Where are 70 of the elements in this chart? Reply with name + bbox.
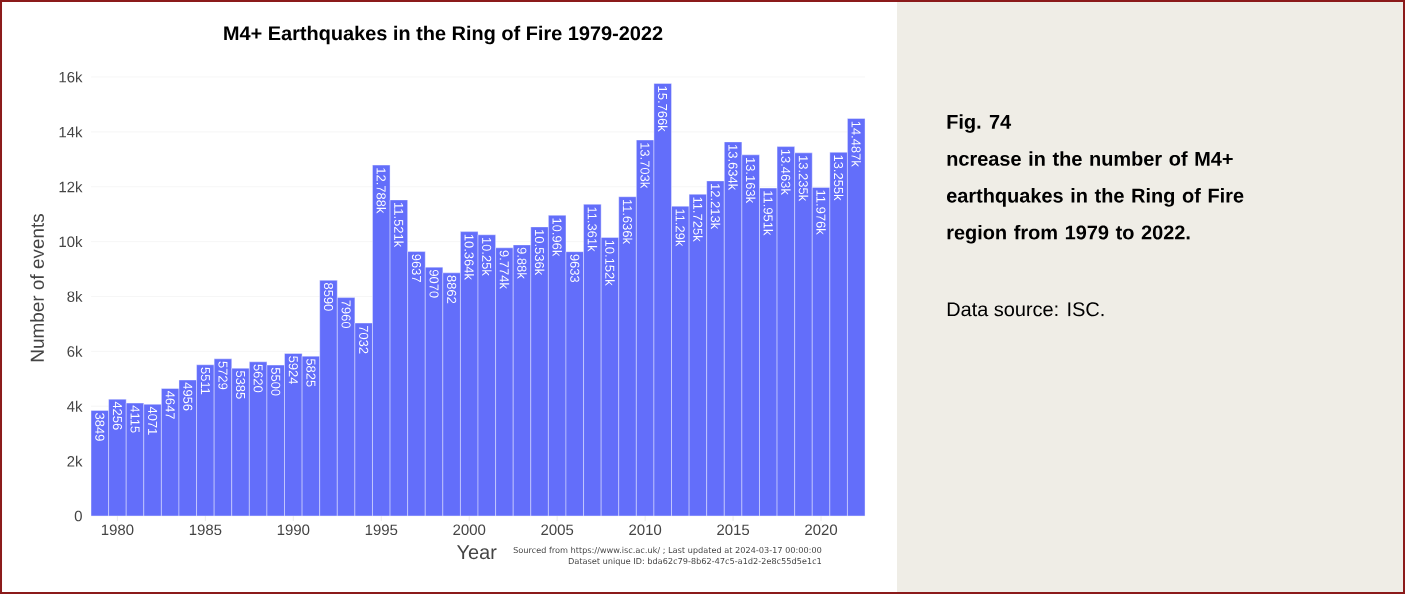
data-label: 12.213k <box>710 184 721 230</box>
data-label: 11.636k <box>622 199 633 245</box>
data-label: 5500 <box>271 367 281 396</box>
data-label: 9637 <box>411 254 422 282</box>
data-label: 13.163k <box>745 158 756 204</box>
data-label: 5729 <box>218 361 228 390</box>
data-label: 10.152k <box>605 240 615 286</box>
x-tick-label: 1985 <box>189 524 222 536</box>
source-note: Data source: ISC. <box>947 302 1104 317</box>
data-label: 10.96k <box>552 218 562 257</box>
data-label: 13.255k <box>833 155 844 201</box>
data-label: 11.976k <box>816 190 826 235</box>
data-label: 8862 <box>447 275 457 304</box>
data-label: 13.463k <box>781 149 791 195</box>
x-tick-label: 1995 <box>365 524 398 536</box>
x-tick-label: 1990 <box>277 524 310 536</box>
data-label: 9633 <box>570 254 580 283</box>
data-label: 14.487k <box>851 121 861 167</box>
y-tick-label: 16k <box>59 71 83 83</box>
x-tick-label: 2000 <box>453 524 486 536</box>
data-label: 8590 <box>323 283 334 311</box>
data-label: 10.536k <box>534 230 545 276</box>
data-label: 4071 <box>148 406 158 435</box>
x-tick-label: 2020 <box>805 524 838 536</box>
caption: Fig. 74 <box>947 114 1012 133</box>
data-label: 5385 <box>235 370 246 399</box>
y-tick-label: 4k <box>67 400 83 412</box>
data-label: 10.25k <box>482 237 492 276</box>
data-label: 9.88k <box>517 247 527 279</box>
y-tick-label: 0 <box>74 510 82 522</box>
data-label: 7032 <box>359 325 369 354</box>
data-label: 13.703k <box>640 143 650 189</box>
data-label: 11.361k <box>587 207 598 252</box>
data-label: 5511 <box>200 367 210 395</box>
y-tick-label: 12k <box>59 181 83 193</box>
x-axis-title: Year <box>456 545 497 560</box>
x-tick-label: 2015 <box>717 524 750 536</box>
data-label: 5924 <box>288 356 298 385</box>
data-label: 12.788k <box>376 168 387 214</box>
text: ncrease in the number of M4+ earthquakes in the Ring of Fire region from 1979 to 2022. <box>946 151 1244 244</box>
data-label: 9.774k <box>499 250 510 289</box>
data-label: 13.634k <box>728 145 738 191</box>
x-tick-label: 2010 <box>629 524 662 536</box>
y-tick-label: 6k <box>67 345 83 357</box>
data-label: 5620 <box>253 364 263 393</box>
y-tick-label: 8k <box>67 291 83 302</box>
data-label: 11.725k <box>693 197 703 242</box>
data-label: 7960 <box>341 300 351 329</box>
data-label: 15.766k <box>657 86 668 132</box>
y-tick-label: 2k <box>67 455 83 467</box>
data-label: 3849 <box>95 413 105 441</box>
data-label: 10.364k <box>464 234 474 280</box>
chart-title: M4+ Earthquakes in the Ring of Fire 1979-2022 <box>224 25 663 45</box>
y-tick-label: 14k <box>59 126 83 138</box>
data-label: 4956 <box>183 382 193 411</box>
text: Dataset unique ID: bda62c79-8b62-47c5-a1d2-2e8c55d5e1c1 <box>568 557 822 566</box>
data-label: 4647 <box>165 390 175 419</box>
y-tick-label: 10k <box>59 236 83 248</box>
data-label: 11.521k <box>394 203 404 248</box>
data-label: 4115 <box>130 405 140 433</box>
data-label: 13.235k <box>798 156 809 202</box>
x-tick-label: 1980 <box>101 524 134 536</box>
data-label: 11.29k <box>675 209 686 247</box>
data-label: 9070 <box>429 269 439 298</box>
y-axis-title: Number of events <box>30 214 44 362</box>
data-label: 5825 <box>306 358 316 387</box>
x-tick-label: 2005 <box>541 524 574 536</box>
text: Sourced from https://www.isc.ac.uk/ ; Last updated at 2024-03-17 00:00:00 <box>513 546 822 555</box>
data-label: 4256 <box>112 401 122 430</box>
data-label: 11.951k <box>763 191 774 236</box>
